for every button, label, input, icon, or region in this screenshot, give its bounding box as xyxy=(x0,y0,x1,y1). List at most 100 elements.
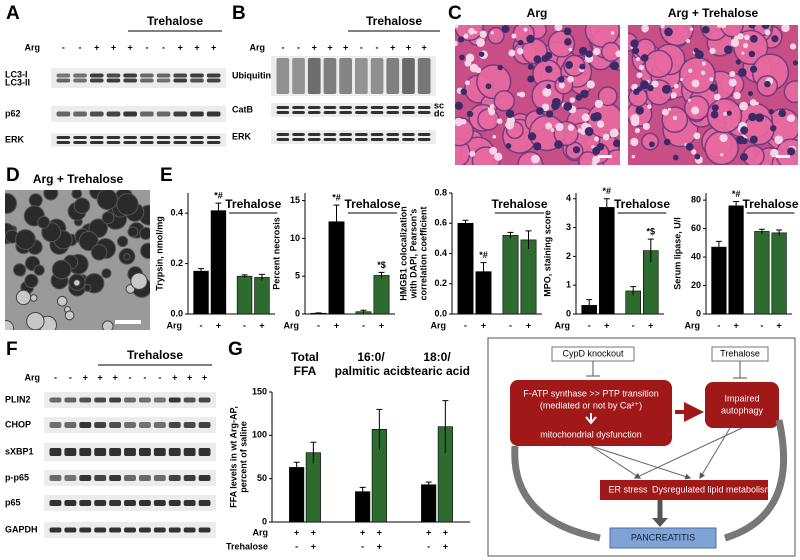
vacuole xyxy=(581,113,590,122)
vacuole xyxy=(781,25,790,33)
blot-band xyxy=(124,475,136,481)
y-tick-label: 15 xyxy=(290,195,300,205)
x-sign: - xyxy=(760,320,763,330)
blot-band xyxy=(124,448,136,456)
nucleus xyxy=(505,143,512,149)
granule xyxy=(24,273,39,289)
blot-band xyxy=(64,500,77,506)
lane-sign: - xyxy=(281,42,284,52)
blot-band xyxy=(386,133,400,136)
cell xyxy=(517,151,544,165)
y-tick-label: 40 xyxy=(691,251,701,261)
blot-band xyxy=(198,422,211,428)
micrograph xyxy=(628,25,798,165)
bar xyxy=(599,207,615,315)
blot-band xyxy=(64,475,77,481)
blot-band xyxy=(106,78,121,83)
blot-band xyxy=(106,141,121,144)
granule xyxy=(13,263,27,277)
error-bar xyxy=(333,204,340,239)
nucleus xyxy=(726,110,732,116)
blot-band xyxy=(173,73,188,78)
x-sign: + xyxy=(604,320,609,330)
nucleus xyxy=(735,59,742,65)
nucleus xyxy=(630,39,639,48)
lane-sign: - xyxy=(62,42,65,52)
x-sign: - xyxy=(317,320,320,330)
x-row-label: Arg xyxy=(167,320,183,330)
vacuole xyxy=(591,160,598,165)
nucleus xyxy=(459,54,465,61)
y-tick-label: 3 xyxy=(566,222,571,232)
bar xyxy=(254,277,270,315)
vacuole xyxy=(586,80,595,89)
band-label: Ubiquitin xyxy=(232,70,271,80)
nucleus xyxy=(455,101,463,110)
blot-band xyxy=(79,500,92,506)
nucleus xyxy=(551,101,560,110)
blot-band xyxy=(168,448,181,456)
nucleus xyxy=(546,110,554,118)
nucleus xyxy=(738,68,747,77)
blot-band xyxy=(355,111,368,114)
band-label: p-p65 xyxy=(5,472,29,482)
error-bar xyxy=(376,408,383,450)
nucleus xyxy=(527,132,537,141)
cell xyxy=(644,49,673,79)
vesicle xyxy=(64,310,75,321)
vacuole xyxy=(615,50,620,58)
vacuole xyxy=(569,97,576,103)
vacuole xyxy=(723,111,728,116)
blot-band xyxy=(124,527,136,533)
panel-label: C xyxy=(448,3,462,24)
node-label: F-ATP synthase >> PTP transition xyxy=(523,388,659,398)
nucleus xyxy=(750,65,758,73)
blot-band xyxy=(49,500,62,506)
error-bar xyxy=(360,309,367,314)
error-bar xyxy=(198,268,205,274)
blot-band xyxy=(123,78,137,83)
nucleus xyxy=(505,109,515,119)
nucleus xyxy=(592,146,601,155)
nucleus xyxy=(694,153,701,160)
row-label: Arg xyxy=(25,42,41,52)
blot-band xyxy=(140,141,154,144)
nucleus xyxy=(764,80,771,88)
granule xyxy=(90,244,108,261)
blot-band xyxy=(206,111,221,117)
blot-band xyxy=(402,58,415,94)
nucleus xyxy=(750,35,758,43)
node-label: Dysregulated lipid metabolism xyxy=(652,484,772,494)
error-bar xyxy=(315,312,322,314)
vacuole xyxy=(631,154,636,159)
vacuole xyxy=(701,61,706,66)
blot-band xyxy=(94,500,107,506)
arrow xyxy=(723,419,788,542)
blot-band xyxy=(49,422,62,428)
panel-label: D xyxy=(6,165,20,186)
blot-band xyxy=(56,111,71,117)
vacuole xyxy=(687,98,691,102)
y-tick-label: 0 xyxy=(696,308,701,318)
blot-band xyxy=(168,527,181,533)
y-tick-label: 0.4 xyxy=(170,208,183,218)
nucleus xyxy=(517,39,524,46)
vacuole xyxy=(592,47,601,56)
nucleus xyxy=(711,104,719,112)
blot-band xyxy=(198,527,211,533)
y-axis-label: Serum lipase, U/l xyxy=(672,217,682,290)
blot-band xyxy=(89,73,104,78)
band-label: PLIN2 xyxy=(5,394,31,404)
blot-band xyxy=(370,58,384,94)
vacuole xyxy=(720,25,727,29)
cell xyxy=(584,25,620,48)
blot-band xyxy=(123,141,137,144)
x-sign: - xyxy=(588,320,591,330)
vacuole xyxy=(455,25,459,29)
error-bar xyxy=(425,481,432,488)
lane-sign: + xyxy=(94,42,99,52)
vacuole xyxy=(567,124,575,132)
blot-band xyxy=(198,448,211,456)
blot-band xyxy=(168,397,181,403)
